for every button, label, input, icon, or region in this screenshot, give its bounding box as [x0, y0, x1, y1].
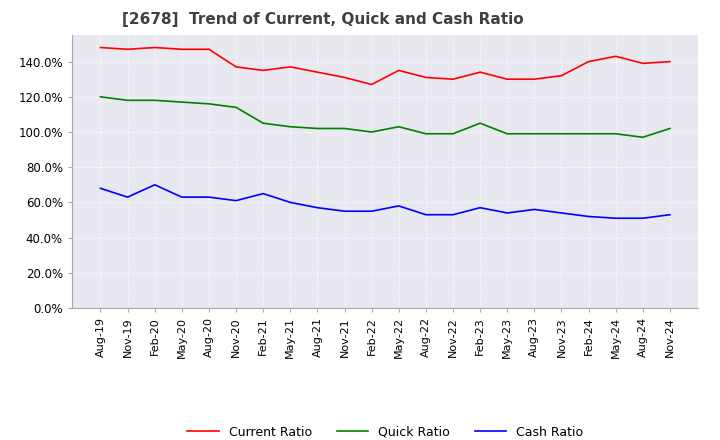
Current Ratio — [232, 64, 240, 70]
Current Ratio — [286, 64, 294, 70]
Quick Ratio — [421, 131, 430, 136]
Quick Ratio — [611, 131, 620, 136]
Cash Ratio — [530, 207, 539, 212]
Current Ratio — [96, 45, 105, 50]
Quick Ratio — [639, 135, 647, 140]
Cash Ratio — [611, 216, 620, 221]
Current Ratio — [449, 77, 457, 82]
Current Ratio — [665, 59, 674, 64]
Cash Ratio — [367, 209, 376, 214]
Text: [2678]  Trend of Current, Quick and Cash Ratio: [2678] Trend of Current, Quick and Cash … — [122, 12, 523, 27]
Current Ratio — [204, 47, 213, 52]
Cash Ratio — [476, 205, 485, 210]
Cash Ratio — [232, 198, 240, 203]
Quick Ratio — [449, 131, 457, 136]
Current Ratio — [150, 45, 159, 50]
Current Ratio — [584, 59, 593, 64]
Line: Current Ratio: Current Ratio — [101, 48, 670, 84]
Quick Ratio — [584, 131, 593, 136]
Cash Ratio — [123, 194, 132, 200]
Quick Ratio — [313, 126, 322, 131]
Current Ratio — [639, 61, 647, 66]
Cash Ratio — [665, 212, 674, 217]
Cash Ratio — [449, 212, 457, 217]
Cash Ratio — [421, 212, 430, 217]
Cash Ratio — [557, 210, 566, 216]
Current Ratio — [367, 82, 376, 87]
Cash Ratio — [259, 191, 268, 196]
Quick Ratio — [178, 99, 186, 105]
Cash Ratio — [313, 205, 322, 210]
Quick Ratio — [123, 98, 132, 103]
Quick Ratio — [150, 98, 159, 103]
Quick Ratio — [395, 124, 403, 129]
Quick Ratio — [665, 126, 674, 131]
Current Ratio — [341, 75, 349, 80]
Quick Ratio — [96, 94, 105, 99]
Current Ratio — [530, 77, 539, 82]
Cash Ratio — [341, 209, 349, 214]
Quick Ratio — [286, 124, 294, 129]
Current Ratio — [178, 47, 186, 52]
Cash Ratio — [204, 194, 213, 200]
Current Ratio — [123, 47, 132, 52]
Quick Ratio — [259, 121, 268, 126]
Current Ratio — [313, 70, 322, 75]
Cash Ratio — [503, 210, 511, 216]
Quick Ratio — [367, 129, 376, 135]
Quick Ratio — [503, 131, 511, 136]
Cash Ratio — [395, 203, 403, 209]
Cash Ratio — [286, 200, 294, 205]
Current Ratio — [259, 68, 268, 73]
Cash Ratio — [178, 194, 186, 200]
Current Ratio — [611, 54, 620, 59]
Line: Quick Ratio: Quick Ratio — [101, 97, 670, 137]
Line: Cash Ratio: Cash Ratio — [101, 185, 670, 218]
Quick Ratio — [232, 105, 240, 110]
Cash Ratio — [96, 186, 105, 191]
Quick Ratio — [530, 131, 539, 136]
Current Ratio — [557, 73, 566, 78]
Cash Ratio — [639, 216, 647, 221]
Quick Ratio — [557, 131, 566, 136]
Quick Ratio — [204, 101, 213, 106]
Current Ratio — [503, 77, 511, 82]
Current Ratio — [476, 70, 485, 75]
Quick Ratio — [476, 121, 485, 126]
Legend: Current Ratio, Quick Ratio, Cash Ratio: Current Ratio, Quick Ratio, Cash Ratio — [182, 421, 588, 440]
Cash Ratio — [584, 214, 593, 219]
Quick Ratio — [341, 126, 349, 131]
Cash Ratio — [150, 182, 159, 187]
Current Ratio — [421, 75, 430, 80]
Current Ratio — [395, 68, 403, 73]
